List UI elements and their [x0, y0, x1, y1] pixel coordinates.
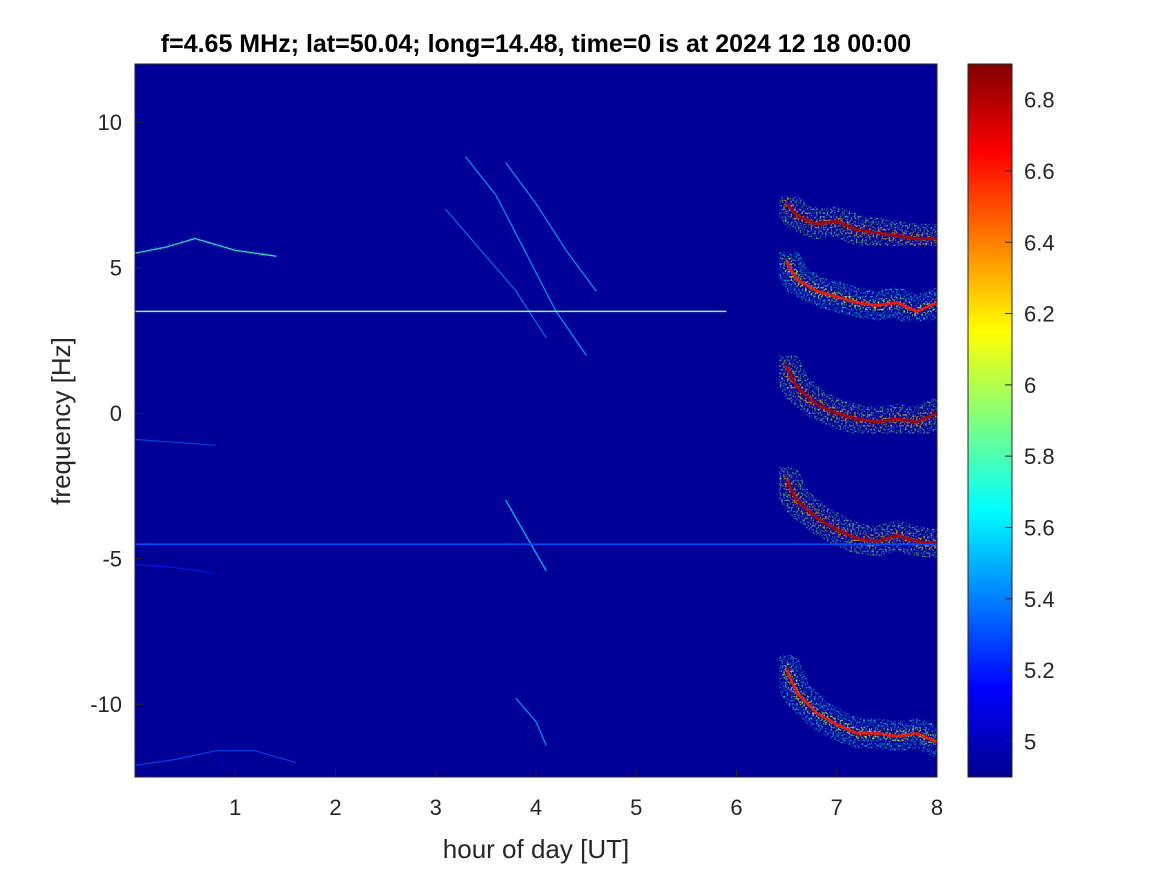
colorbar-ticks: 5 5.2 5.4 5.6 5.8 6 6.2 6.4 6.6 6.8 [1005, 88, 1055, 754]
y-tick-label: 0 [110, 401, 122, 426]
colorbar-tick-label: 5.2 [1024, 658, 1055, 683]
plot-background [135, 64, 937, 777]
trace-core [505, 162, 597, 292]
chart-title: f=4.65 MHz; lat=50.04; long=14.48, time=… [161, 30, 911, 58]
colorbar-tick-label: 6 [1024, 373, 1036, 398]
trace-core [135, 750, 296, 766]
x-tick-label: 7 [831, 795, 843, 820]
y-tick-label: 5 [110, 256, 122, 281]
x-tick-label: 2 [329, 795, 341, 820]
spectrogram-traces [135, 151, 937, 772]
colorbar-tick-label: 5.6 [1024, 515, 1055, 540]
trace-core [785, 478, 937, 546]
x-tick-label: 6 [730, 795, 742, 820]
trace-core [515, 697, 547, 746]
x-tick-label: 5 [630, 795, 642, 820]
x-axis-label: hour of day [UT] [443, 834, 629, 864]
x-tick-label: 1 [229, 795, 241, 820]
trace-core [135, 438, 216, 446]
colorbar-tick-label: 5.4 [1024, 587, 1055, 612]
colorbar-tick-label: 6.8 [1024, 88, 1055, 113]
colorbar: 5 5.2 5.4 5.6 5.8 6 6.2 6.4 6.6 6.8 [967, 63, 1055, 778]
trace-core [785, 260, 937, 313]
colorbar-tick-label: 5.8 [1024, 444, 1055, 469]
trace-core [135, 564, 216, 574]
y-tick-label: 10 [98, 110, 122, 135]
x-tick-label: 3 [430, 795, 442, 820]
x-tick-label: 8 [931, 795, 943, 820]
colorbar-gradient [967, 63, 1013, 778]
colorbar-tick-label: 6.2 [1024, 302, 1055, 327]
trace-core [135, 238, 276, 257]
plot-area [134, 63, 938, 778]
colorbar-tick-label: 5 [1024, 729, 1036, 754]
y-tick-label: -5 [102, 547, 122, 572]
trace-core [445, 208, 547, 339]
colorbar-tick-label: 6.6 [1024, 159, 1055, 184]
y-axis-label: frequency [Hz] [46, 337, 76, 505]
trace-core [785, 202, 937, 241]
trace-core [465, 156, 587, 356]
y-axis-ticks: -10 -5 0 5 10 [90, 110, 143, 717]
y-tick-label: -10 [90, 692, 122, 717]
x-axis-ticks: 1 2 3 4 5 6 7 8 [229, 769, 943, 820]
colorbar-tick-label: 6.4 [1024, 230, 1055, 255]
trace-core [785, 667, 937, 744]
x-tick-label: 4 [530, 795, 542, 820]
trace-core [505, 499, 547, 571]
trace-core [785, 365, 937, 424]
